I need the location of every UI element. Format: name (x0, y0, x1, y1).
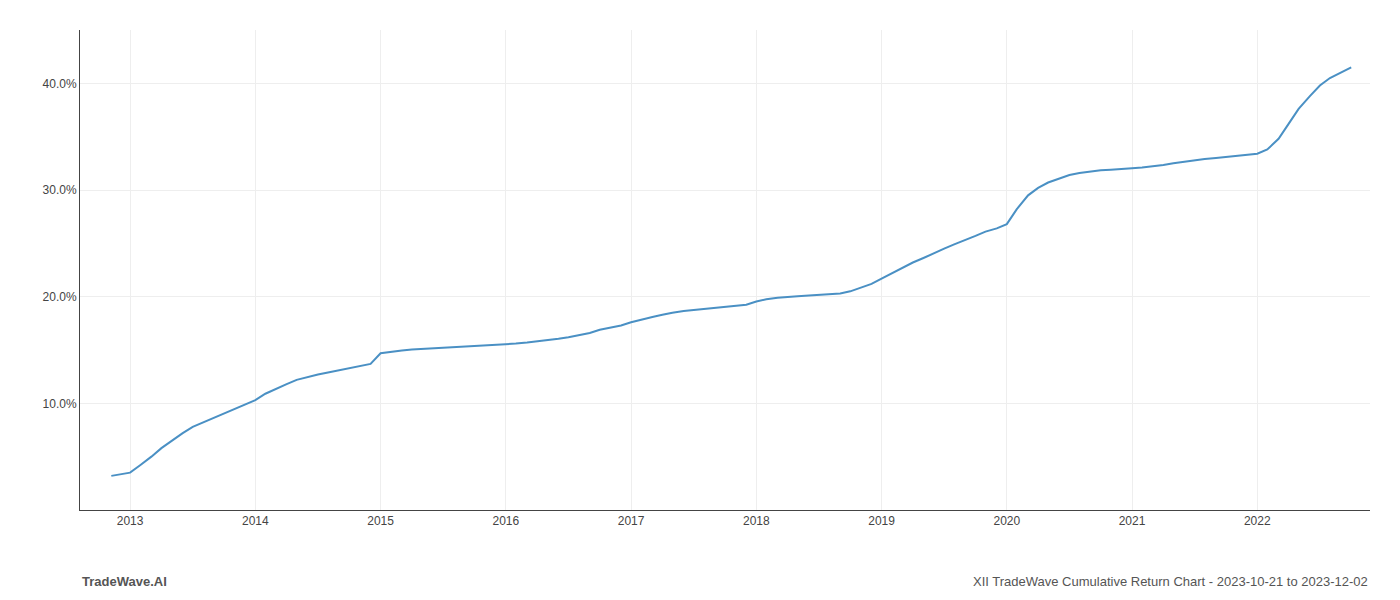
svg-text:2020: 2020 (993, 514, 1020, 528)
svg-text:TradeWave.AI: TradeWave.AI (82, 574, 167, 589)
svg-text:XII TradeWave Cumulative Retur: XII TradeWave Cumulative Return Chart - … (973, 574, 1368, 589)
svg-text:2019: 2019 (868, 514, 895, 528)
svg-text:2018: 2018 (743, 514, 770, 528)
svg-text:2017: 2017 (618, 514, 645, 528)
svg-text:2013: 2013 (117, 514, 144, 528)
svg-text:20.0%: 20.0% (43, 290, 77, 304)
svg-text:2022: 2022 (1244, 514, 1271, 528)
svg-text:2015: 2015 (367, 514, 394, 528)
svg-text:2016: 2016 (492, 514, 519, 528)
svg-text:40.0%: 40.0% (43, 77, 77, 91)
svg-text:2021: 2021 (1119, 514, 1146, 528)
svg-text:10.0%: 10.0% (43, 397, 77, 411)
svg-text:30.0%: 30.0% (43, 183, 77, 197)
svg-text:2014: 2014 (242, 514, 269, 528)
